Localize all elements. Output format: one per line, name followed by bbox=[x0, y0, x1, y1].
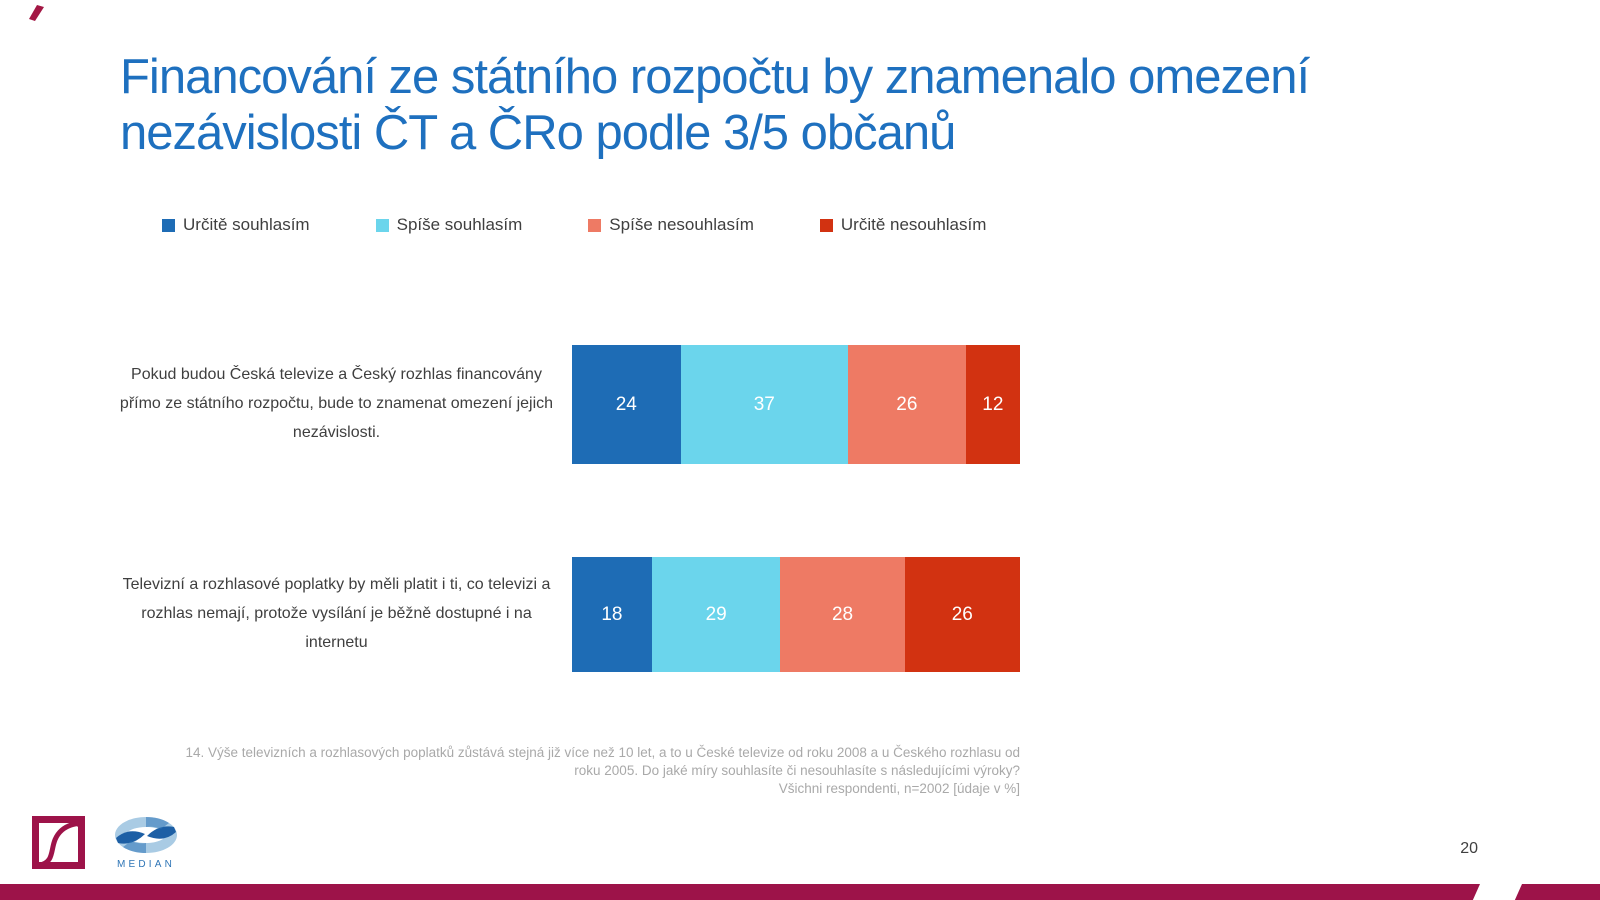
median-wordmark: MEDIAN bbox=[116, 859, 176, 870]
bar-segment: 18 bbox=[572, 557, 652, 672]
accent-bar-slash bbox=[1472, 884, 1522, 900]
footnote-line: 14. Výše televizních a rozhlasových popl… bbox=[185, 745, 1020, 760]
stacked-bar: 24 37 26 12 bbox=[572, 345, 1020, 464]
page-title: Financování ze státního rozpočtu by znam… bbox=[120, 50, 1310, 160]
bar-segment: 29 bbox=[651, 557, 781, 672]
chart-row: Televizní a rozhlasové poplatky by měli … bbox=[115, 557, 1020, 672]
bar-segment: 26 bbox=[848, 345, 966, 464]
legend-swatch-icon bbox=[162, 218, 175, 232]
corner-accent-mark-icon bbox=[29, 5, 44, 21]
legend-label: Spíše nesouhlasím bbox=[609, 215, 754, 234]
legend-swatch-icon bbox=[375, 218, 389, 232]
bar-segment: 12 bbox=[965, 345, 1020, 464]
footnote-line: roku 2005. Do jaké míry souhlasíte či ne… bbox=[574, 762, 1020, 778]
value-label: 12 bbox=[982, 393, 1004, 415]
value-label: 26 bbox=[951, 603, 973, 625]
value-label: 37 bbox=[753, 393, 775, 415]
chart-row: Pokud budou Česká televize a Český rozhl… bbox=[115, 345, 1020, 464]
legend-label: Určitě souhlasím bbox=[183, 215, 310, 234]
legend-item: Spíše souhlasím bbox=[375, 215, 523, 235]
footnote-line: Všichni respondenti, n=2002 [údaje v %] bbox=[778, 780, 1020, 796]
bottom-accent-bar bbox=[0, 884, 1600, 900]
chart-legend: Určitě souhlasím Spíše souhlasím Spíše nes… bbox=[162, 213, 986, 237]
page-number: 20 bbox=[1460, 840, 1478, 857]
footnote: 14. Výše televizních a rozhlasových popl… bbox=[100, 744, 1020, 798]
value-label: 24 bbox=[615, 393, 637, 415]
legend-item: Určitě souhlasím bbox=[162, 215, 310, 235]
category-label: Pokud budou Česká televize a Český rozhl… bbox=[119, 366, 554, 441]
legend-swatch-icon bbox=[819, 218, 833, 232]
bar-segment: 28 bbox=[780, 557, 905, 672]
bar-segment: 24 bbox=[572, 345, 681, 464]
bar-segment: 37 bbox=[680, 345, 849, 464]
legend-label: Spíše souhlasím bbox=[396, 215, 523, 234]
value-label: 18 bbox=[601, 603, 623, 625]
value-label: 26 bbox=[896, 393, 918, 415]
category-label: Televizní a rozhlasové poplatky by měli … bbox=[122, 576, 551, 651]
legend-item: Spíše nesouhlasím bbox=[588, 215, 754, 235]
legend-item: Určitě nesouhlasím bbox=[819, 215, 987, 235]
median-ribbon-logo-icon bbox=[115, 817, 177, 853]
value-label: 28 bbox=[831, 603, 854, 625]
stacked-bar: 18 29 28 26 bbox=[572, 557, 1020, 672]
legend-swatch-icon bbox=[588, 218, 602, 232]
legend-label: Určitě nesouhlasím bbox=[840, 215, 987, 234]
value-label: 29 bbox=[705, 603, 727, 625]
s-curve-square-logo-icon bbox=[32, 816, 85, 869]
bar-segment: 26 bbox=[904, 557, 1020, 672]
median-logo: MEDIAN bbox=[110, 816, 182, 870]
